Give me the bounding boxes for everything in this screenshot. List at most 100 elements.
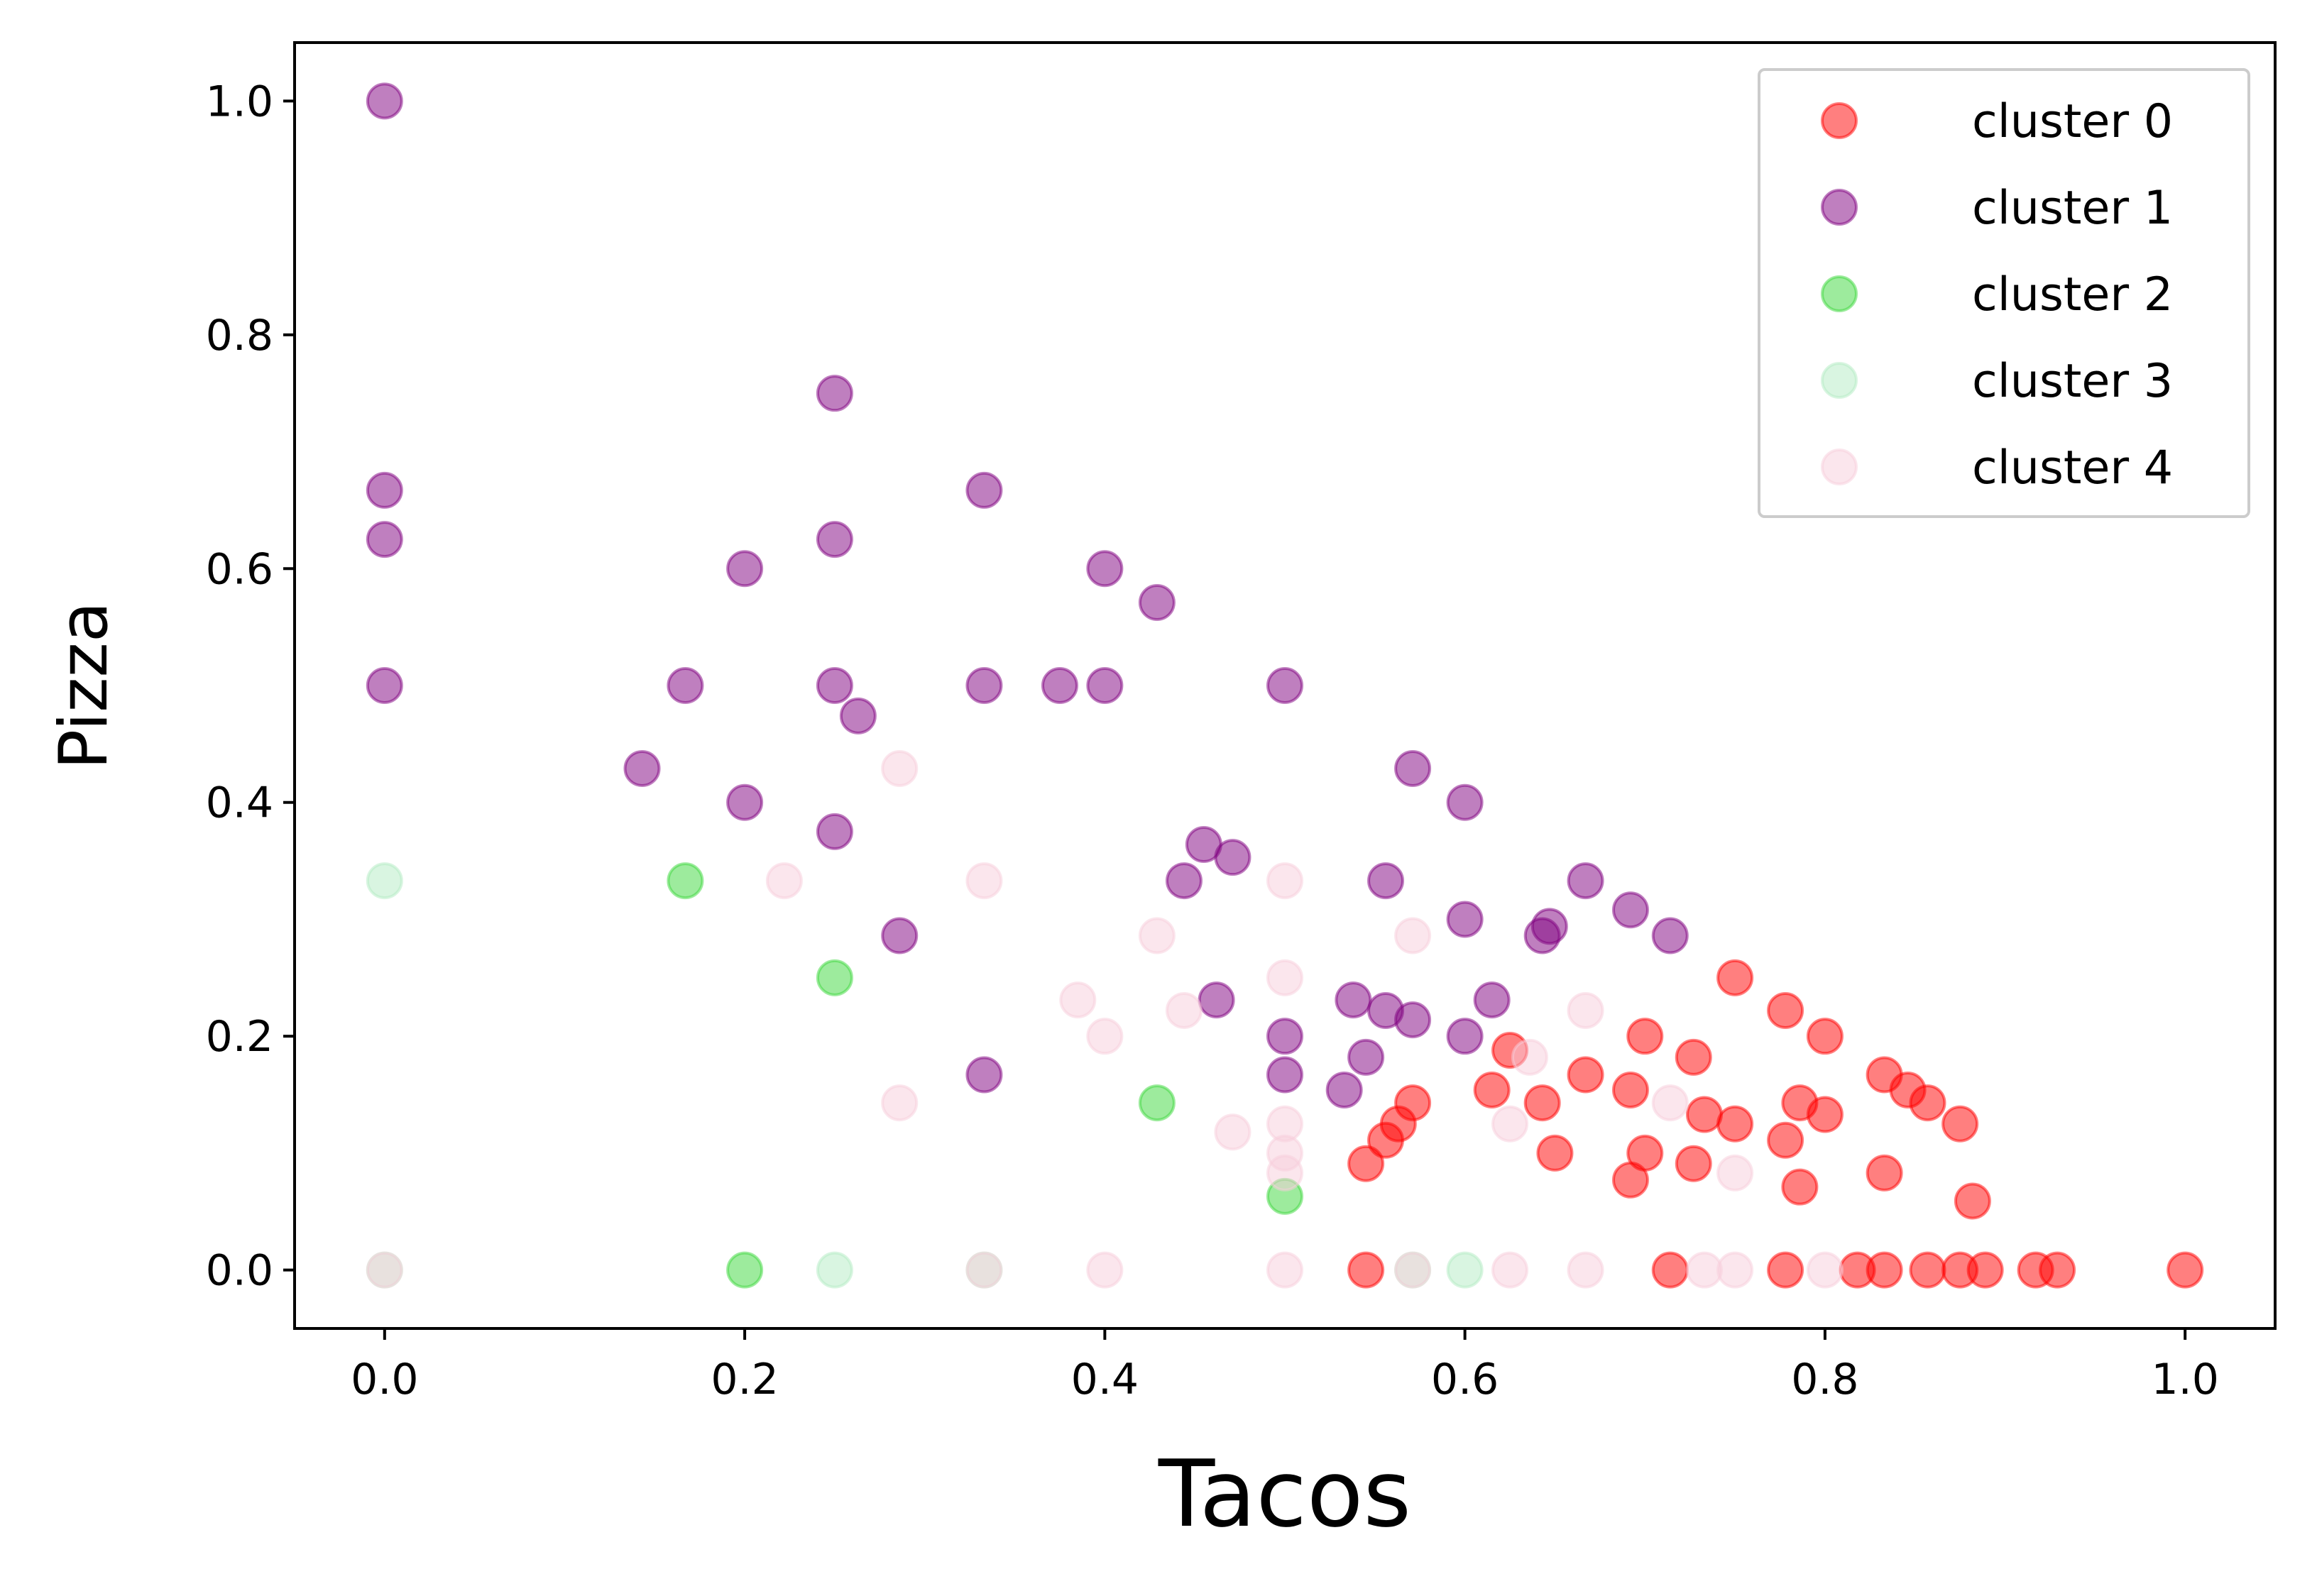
data-point [1347, 1145, 1385, 1182]
legend-marker [1821, 275, 1858, 312]
series-3 [366, 862, 1484, 1289]
data-point [1511, 1038, 1548, 1076]
data-point [1394, 1251, 1432, 1289]
data-point [1086, 667, 1124, 704]
data-point [1675, 1145, 1712, 1182]
data-point [1347, 1251, 1385, 1289]
data-point [1909, 1084, 1946, 1122]
x-tick-label: 0.8 [1791, 1355, 1858, 1404]
data-point [1567, 1251, 1604, 1289]
data-point [965, 1056, 1003, 1094]
x-axis-title: Tacos [1158, 1440, 1411, 1548]
data-point [1491, 1251, 1529, 1289]
data-point [1394, 1084, 1432, 1122]
data-point [1567, 1056, 1604, 1094]
x-tick-label: 0.2 [711, 1355, 778, 1404]
data-point [1165, 991, 1203, 1029]
data-point [1266, 1018, 1303, 1055]
data-point [1138, 584, 1176, 622]
data-point [1086, 1251, 1124, 1289]
data-point [816, 1251, 853, 1289]
legend-marker [1821, 362, 1858, 399]
data-point [1059, 981, 1097, 1019]
data-point [1266, 667, 1303, 704]
data-point [1041, 667, 1078, 704]
data-point [366, 1251, 403, 1289]
data-point [1473, 981, 1511, 1019]
data-point [1394, 917, 1432, 954]
data-point [1214, 1113, 1251, 1151]
data-point [881, 1084, 919, 1122]
data-point [1651, 1251, 1689, 1289]
data-point [2039, 1251, 2076, 1289]
x-tick-label: 0.4 [1071, 1355, 1139, 1404]
data-point [1446, 1251, 1484, 1289]
data-point [1716, 1105, 1754, 1143]
data-point [366, 82, 403, 120]
legend-label: cluster 1 [1972, 182, 2173, 235]
y-tick-label: 0.8 [206, 311, 273, 361]
data-point [1685, 1251, 1723, 1289]
series-4 [366, 749, 1844, 1289]
data-point [1806, 1096, 1844, 1133]
data-point [623, 749, 661, 787]
data-point [1767, 991, 1804, 1029]
data-point [2167, 1251, 2204, 1289]
data-point [881, 917, 919, 954]
data-point [1611, 891, 1649, 929]
points-layer [366, 82, 2204, 1289]
data-point [1266, 862, 1303, 900]
data-point [1611, 1071, 1649, 1108]
data-point [816, 521, 853, 558]
data-point [816, 813, 853, 850]
data-point [1491, 1105, 1529, 1143]
legend-item: cluster 3 [1821, 355, 2173, 408]
data-point [1866, 1154, 1903, 1192]
data-point [1909, 1251, 1946, 1289]
data-point [839, 697, 877, 734]
data-point [1781, 1168, 1819, 1206]
x-tick-label: 0.6 [1431, 1355, 1499, 1404]
legend-label: cluster 0 [1972, 95, 2173, 148]
data-point [1086, 550, 1124, 588]
data-point [1767, 1121, 1804, 1159]
data-point [1138, 917, 1176, 954]
data-point [1651, 1084, 1689, 1122]
legend-marker [1821, 448, 1858, 485]
data-point [1214, 839, 1251, 876]
data-point [965, 1251, 1003, 1289]
y-tick-label: 0.0 [206, 1246, 273, 1296]
data-point [881, 749, 919, 787]
data-point [1446, 1018, 1484, 1055]
data-point [1675, 1038, 1712, 1076]
data-point [1266, 959, 1303, 996]
data-point [816, 667, 853, 704]
data-point [1335, 981, 1372, 1019]
data-point [1536, 1134, 1574, 1172]
data-point [965, 862, 1003, 900]
legend-label: cluster 2 [1972, 268, 2173, 321]
data-point [726, 783, 764, 821]
data-point [965, 471, 1003, 509]
legend-item: cluster 0 [1821, 95, 2173, 148]
data-point [1716, 959, 1754, 996]
legend-item: cluster 2 [1821, 268, 2173, 321]
legend: cluster 0 cluster 1 cluster 2 cluster 3 clus… [1758, 68, 2250, 518]
y-tick-label: 0.6 [206, 544, 273, 594]
data-point [816, 959, 853, 996]
data-point [1685, 1096, 1723, 1133]
data-point [1266, 1251, 1303, 1289]
data-point [1966, 1251, 2004, 1289]
data-point [1198, 981, 1235, 1019]
data-point [366, 471, 403, 509]
data-point [366, 667, 403, 704]
y-tick-label: 1.0 [206, 77, 273, 126]
data-point [1325, 1071, 1363, 1108]
data-point [667, 667, 704, 704]
data-point [1806, 1251, 1844, 1289]
data-point [1394, 749, 1432, 787]
legend-label: cluster 4 [1972, 441, 2173, 495]
data-point [1866, 1251, 1903, 1289]
data-point [1473, 1071, 1511, 1108]
